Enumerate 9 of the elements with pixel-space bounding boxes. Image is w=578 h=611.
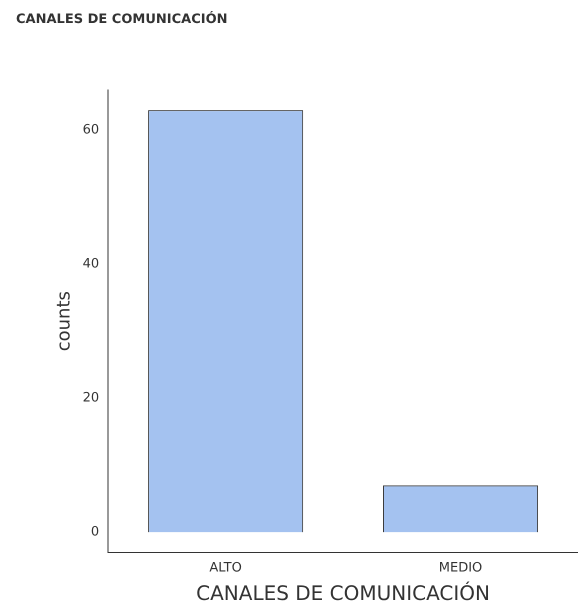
y-tick-label: 40: [82, 256, 100, 272]
x-tick-label: ALTO: [209, 560, 242, 576]
x-axis-title: CANALES DE COMUNICACIÓN: [196, 581, 490, 606]
y-axis-title: counts: [53, 291, 74, 352]
y-tick-label: 0: [90, 524, 100, 540]
chart-title: CANALES DE COMUNICACIÓN: [16, 12, 228, 27]
y-tick-label: 60: [82, 122, 100, 138]
x-tick-label: MEDIO: [438, 560, 482, 576]
y-tick-label: 20: [82, 390, 100, 406]
